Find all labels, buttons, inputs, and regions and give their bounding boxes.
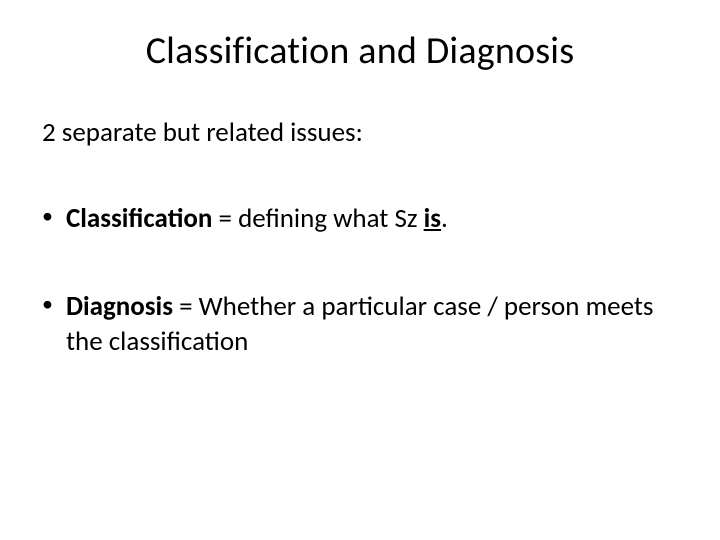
text-span: = defining what Sz <box>212 202 423 235</box>
text-span: . <box>441 202 448 235</box>
text-span: is <box>424 202 441 235</box>
text-span: Diagnosis <box>66 290 173 323</box>
slide-title: Classification and Diagnosis <box>40 28 680 74</box>
text-span: Classification <box>66 202 212 235</box>
bullet-list: Classification = defining what Sz is. Di… <box>40 201 680 360</box>
intro-text: 2 separate but related issues: <box>40 116 680 149</box>
bullet-item: Classification = defining what Sz is. <box>42 201 680 237</box>
bullet-item: Diagnosis = Whether a particular case / … <box>42 289 680 360</box>
